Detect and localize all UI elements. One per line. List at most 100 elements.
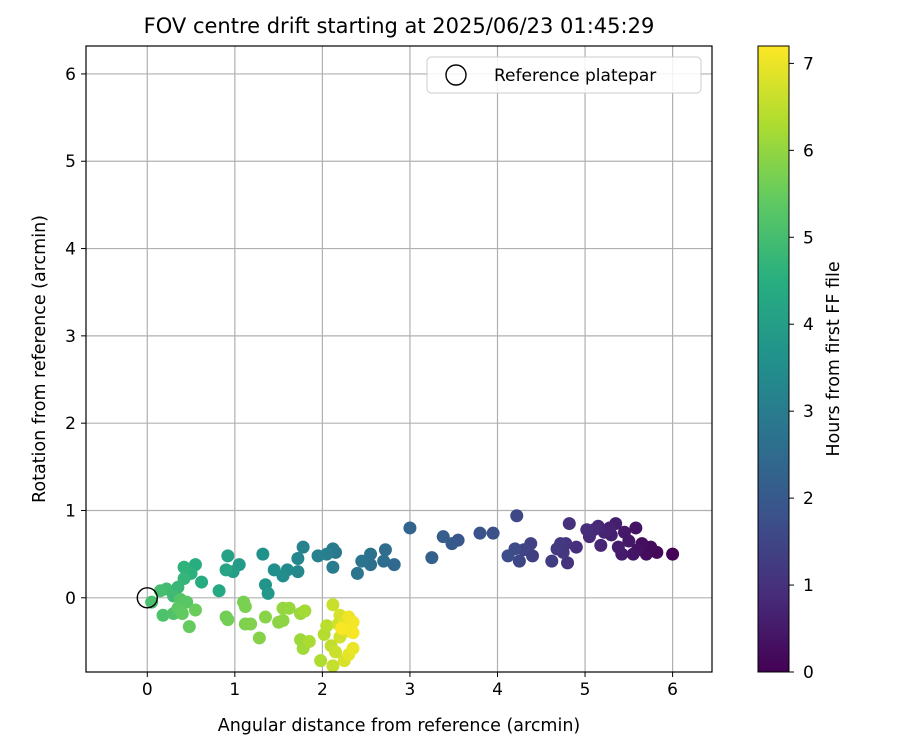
y-axis-ticks: 0 1 2 3 4 5 6 [65,65,86,609]
data-point [175,607,189,621]
y-tick-label: 1 [65,501,76,521]
colorbar-label: Hours from first FF file [824,261,844,456]
data-point [510,509,524,523]
data-point [311,549,325,563]
data-point [314,654,328,668]
data-point [326,598,340,612]
data-point [436,530,450,544]
data-point [188,603,202,617]
data-point [550,542,564,556]
data-point [378,543,392,557]
data-point [561,556,575,570]
legend: Reference platepar [426,56,702,94]
data-point [256,547,270,561]
colorbar-tick-label: 1 [803,576,814,596]
data-point [364,547,378,561]
colorbar-gradient [757,45,790,673]
data-point [666,547,680,561]
data-point [594,538,608,552]
data-point [387,558,401,572]
data-point [580,523,594,537]
colorbar-ticks: 0 1 2 3 4 5 6 7 [789,54,814,683]
colorbar: 0 1 2 3 4 5 6 7 Hours from first FF file [757,45,844,683]
y-tick-label: 0 [65,589,76,609]
data-point [302,634,316,648]
x-tick-label: 3 [405,680,416,700]
data-point [350,566,364,580]
data-point [611,540,625,554]
data-point [252,631,266,645]
data-point [346,641,360,655]
data-point [291,551,305,565]
data-point [346,626,360,640]
y-axis-label: Rotation from reference (arcmin) [30,215,50,503]
data-point [377,554,391,568]
data-point [425,551,439,565]
reference-platepar-marker [136,587,158,609]
data-point [355,554,369,568]
data-point [298,604,312,618]
data-point [153,584,167,598]
data-point [291,565,305,579]
data-point [346,615,360,629]
legend-marker-open-circle [445,64,467,86]
colorbar-tick-label: 6 [803,141,814,161]
data-point [512,554,526,568]
data-point [326,659,340,673]
data-point [617,525,631,539]
legend-frame [426,56,702,94]
chart-title: FOV centre drift starting at 2025/06/23 … [144,14,655,38]
data-point [219,563,233,577]
colorbar-tick-label: 7 [803,54,814,74]
data-point [177,560,191,574]
x-tick-label: 2 [317,680,328,700]
data-point [145,595,159,609]
data-point [445,537,459,551]
data-point [296,540,310,554]
data-point [261,586,275,600]
data-point [182,620,196,634]
y-tick-label: 2 [65,414,76,434]
reference-point [136,587,158,609]
y-tick-label: 4 [65,240,76,260]
x-tick-label: 6 [667,680,678,700]
data-point [326,560,340,574]
x-axis-ticks: 0 1 2 3 4 5 6 [142,672,678,700]
data-point [626,547,640,561]
y-tick-label: 5 [65,152,76,172]
data-point [629,521,643,535]
data-point [320,619,334,633]
data-point [545,554,559,568]
colorbar-tick-label: 5 [803,228,814,248]
data-point [221,549,235,563]
y-tick-label: 3 [65,327,76,347]
data-point [473,526,487,540]
data-point [501,549,515,563]
data-points [145,509,680,673]
x-tick-label: 4 [492,680,503,700]
x-tick-label: 0 [142,680,153,700]
data-point [195,575,209,589]
colorbar-tick-label: 4 [803,315,814,335]
axes-frame [85,45,713,673]
data-point [562,517,576,531]
legend-entry-label: Reference platepar [494,66,656,86]
data-point [244,617,258,631]
colorbar-tick-label: 0 [803,663,814,683]
data-point [569,540,583,554]
data-point [335,621,349,635]
data-point [238,600,252,614]
data-point [276,613,290,627]
data-point [212,584,226,598]
data-point [258,610,272,624]
x-tick-label: 1 [229,680,240,700]
x-axis-label: Angular distance from reference (arcmin) [218,716,581,736]
colorbar-tick-label: 2 [803,489,814,509]
data-point [403,521,417,535]
colorbar-tick-label: 3 [803,402,814,422]
x-tick-label: 5 [580,680,591,700]
data-point [221,613,235,627]
data-point [282,601,296,615]
